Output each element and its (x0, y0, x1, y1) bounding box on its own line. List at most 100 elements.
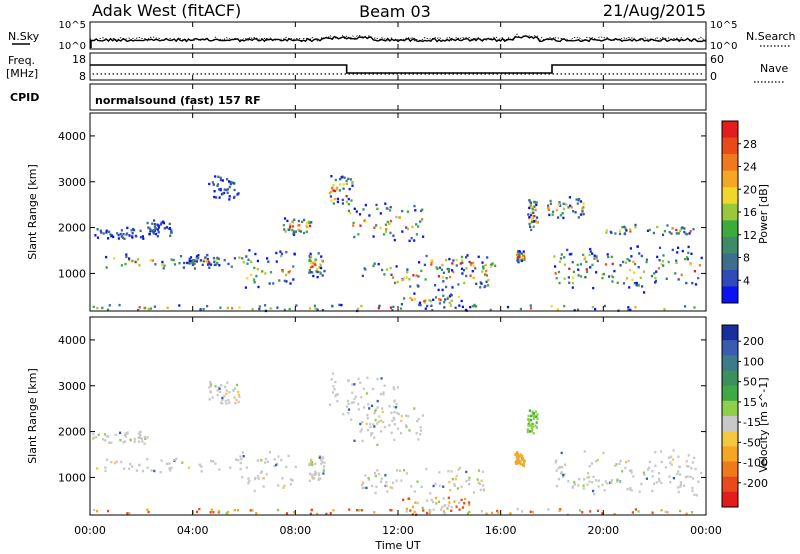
echo-cell (323, 465, 326, 468)
echo-cell (637, 283, 640, 287)
echo-cell (319, 266, 322, 270)
echo-cell (204, 256, 207, 259)
echo-cell (402, 498, 405, 501)
echo-cell (517, 252, 521, 255)
echo-cell (684, 305, 687, 308)
echo-cell (557, 203, 560, 206)
echo-cell (152, 229, 155, 232)
echo-cell (418, 301, 422, 304)
echo-cell (447, 504, 450, 507)
echo-cell (517, 259, 520, 263)
echo-cell (249, 509, 252, 512)
echo-cell (375, 485, 378, 489)
echo-cell (252, 278, 256, 281)
echo-cell (146, 466, 149, 469)
echo-cell (629, 308, 632, 312)
echo-cell (370, 484, 374, 487)
echo-cell (228, 185, 231, 189)
echo-cell (588, 465, 591, 468)
echo-cell (348, 187, 351, 191)
echo-cell (472, 491, 476, 494)
echo-cell (582, 202, 585, 205)
echo-cell (241, 257, 244, 260)
echo-cell (432, 508, 435, 511)
noise-right-tick-high: 10^5 (710, 20, 737, 31)
echo-cell (238, 256, 241, 259)
echo-cell (360, 304, 363, 308)
echo-cell (606, 253, 609, 256)
echo-cell (411, 505, 415, 509)
echo-cell (618, 479, 621, 483)
echo-cell (464, 497, 467, 501)
echo-cell (565, 203, 568, 206)
echo-cell (357, 377, 360, 381)
echo-cell (685, 281, 688, 285)
echo-cell (297, 224, 300, 227)
echo-cell (461, 261, 464, 264)
echo-cell (121, 236, 125, 239)
echo-cell (481, 261, 484, 264)
echo-cell (692, 228, 695, 231)
echo-cell (347, 202, 350, 206)
echo-cell (277, 455, 280, 458)
echo-cell (418, 303, 421, 306)
x-axis-ticks: 00:00 04:00 08:00 12:00 16:00 20:00 00:00 (74, 22, 722, 537)
echo-cell (530, 414, 533, 418)
echo-cell (392, 416, 395, 420)
echo-cell (461, 272, 464, 275)
echo-cell (329, 403, 332, 406)
echo-cell (137, 440, 141, 443)
echo-cell (330, 378, 333, 381)
echo-cell (558, 509, 561, 512)
echo-cell (360, 509, 363, 512)
echo-cell (309, 252, 312, 256)
echo-cell (365, 422, 368, 426)
echo-cell (378, 472, 381, 476)
echo-cell (559, 204, 562, 207)
echo-cell (107, 237, 110, 240)
echo-cell (170, 231, 173, 234)
echo-cell (485, 269, 488, 273)
echo-cell (373, 471, 376, 475)
echo-cell (347, 209, 350, 213)
echo-cell (660, 450, 663, 453)
echo-cell (421, 208, 424, 211)
echo-cell (689, 262, 692, 265)
echo-cell (569, 204, 572, 207)
echo-cell (416, 420, 419, 423)
echo-cell (658, 246, 662, 249)
echo-cell (670, 463, 673, 466)
echo-cell (568, 253, 571, 256)
echo-cell (536, 220, 539, 224)
echo-cell (348, 508, 351, 511)
echo-cell (677, 278, 680, 281)
colorbar-tick-label: 28 (743, 138, 757, 151)
echo-cell (456, 487, 459, 490)
echo-cell (633, 271, 636, 274)
noise-sky-label: N.Sky (8, 30, 40, 43)
echo-cell (216, 256, 219, 260)
echo-cell (516, 253, 519, 257)
echo-cell (425, 467, 428, 471)
echo-cell (308, 221, 311, 225)
echo-cell (314, 462, 317, 465)
echo-cell (590, 462, 593, 465)
echo-cell (529, 430, 532, 433)
colorbar-segment (722, 253, 738, 271)
echo-cell (285, 251, 288, 254)
colorbar-segment (722, 385, 738, 402)
echo-cell (527, 414, 530, 418)
echo-cell (417, 275, 420, 278)
station-title: Adak West (fitACF) (92, 1, 241, 20)
echo-cell (419, 433, 422, 436)
echo-cell (248, 249, 251, 252)
echo-cell (596, 509, 600, 512)
echo-cell (460, 485, 463, 489)
echo-cell (294, 230, 297, 233)
echo-cell (424, 278, 427, 281)
echo-cell (396, 280, 399, 284)
echo-cell (658, 479, 661, 483)
echo-cell (129, 462, 132, 466)
date-title: 21/Aug/2015 (603, 1, 706, 20)
echo-cell (628, 286, 631, 289)
